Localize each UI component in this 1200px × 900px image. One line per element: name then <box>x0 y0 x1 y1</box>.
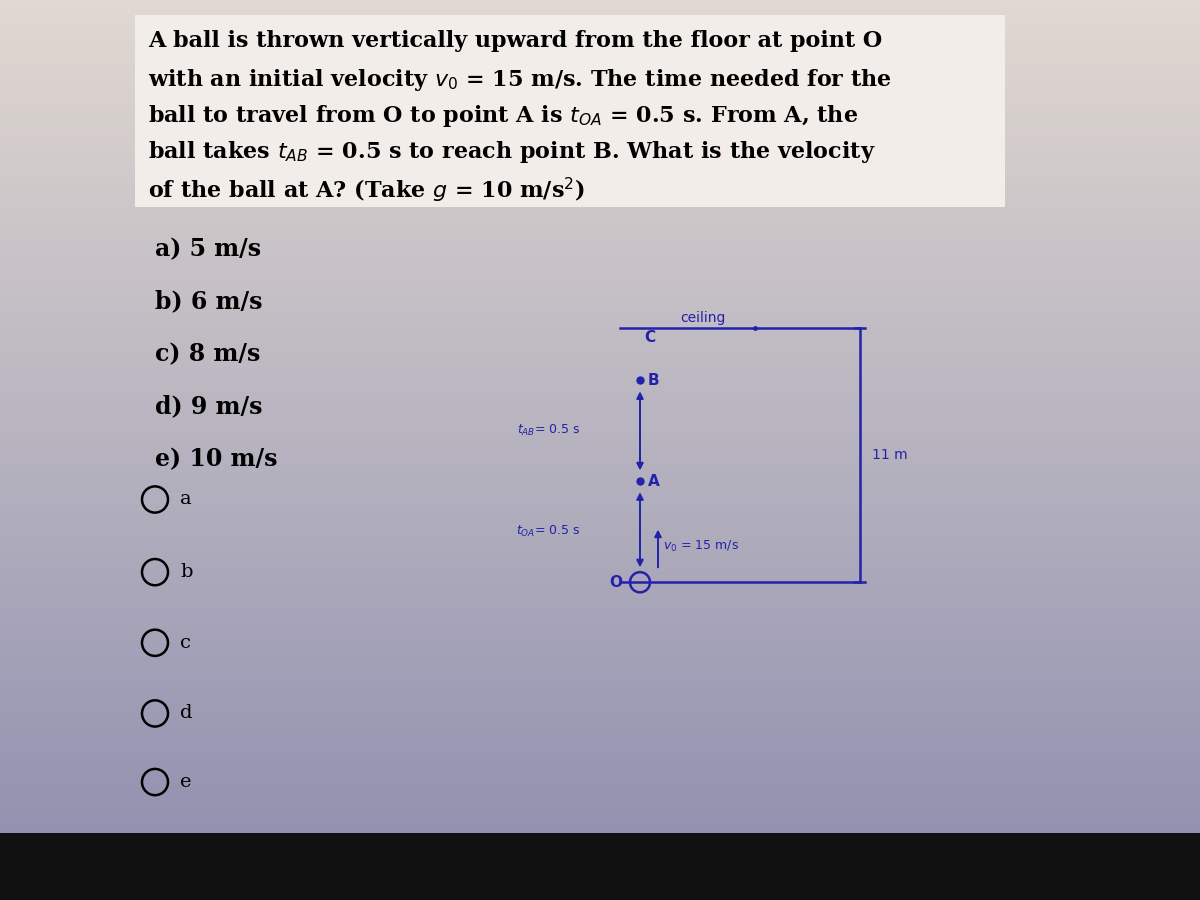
Text: d) 9 m/s: d) 9 m/s <box>155 394 263 418</box>
Text: $t_{OA}$= 0.5 s: $t_{OA}$= 0.5 s <box>516 524 580 539</box>
Text: b: b <box>180 563 192 581</box>
Text: ball takes $t_{AB}$ = 0.5 s to reach point B. What is the velocity: ball takes $t_{AB}$ = 0.5 s to reach poi… <box>148 140 876 166</box>
Text: e) 10 m/s: e) 10 m/s <box>155 447 277 471</box>
Text: 11 m: 11 m <box>872 448 907 462</box>
Text: B: B <box>648 373 660 388</box>
Text: ball to travel from O to point A is $t_{OA}$ = 0.5 s. From A, the: ball to travel from O to point A is $t_{… <box>148 103 858 129</box>
Text: A: A <box>648 473 660 489</box>
Text: c) 8 m/s: c) 8 m/s <box>155 342 260 366</box>
Text: A ball is thrown vertically upward from the floor at point O: A ball is thrown vertically upward from … <box>148 31 882 52</box>
Text: d: d <box>180 705 192 723</box>
Text: ceiling: ceiling <box>680 310 725 325</box>
Text: e: e <box>180 773 192 791</box>
Text: C: C <box>644 330 655 345</box>
FancyBboxPatch shape <box>134 15 1006 207</box>
Text: a: a <box>180 491 192 508</box>
Text: of the ball at A? (Take $g$ = 10 m/s$^2$): of the ball at A? (Take $g$ = 10 m/s$^2$… <box>148 176 584 205</box>
Text: O: O <box>610 575 622 590</box>
Text: b) 6 m/s: b) 6 m/s <box>155 290 263 313</box>
Text: a) 5 m/s: a) 5 m/s <box>155 237 262 261</box>
Text: c: c <box>180 634 191 652</box>
Text: $v_0$ = 15 m/s: $v_0$ = 15 m/s <box>662 539 739 554</box>
Text: $t_{AB}$= 0.5 s: $t_{AB}$= 0.5 s <box>516 423 580 438</box>
Text: with an initial velocity $v_0$ = 15 m/s. The time needed for the: with an initial velocity $v_0$ = 15 m/s.… <box>148 67 892 93</box>
